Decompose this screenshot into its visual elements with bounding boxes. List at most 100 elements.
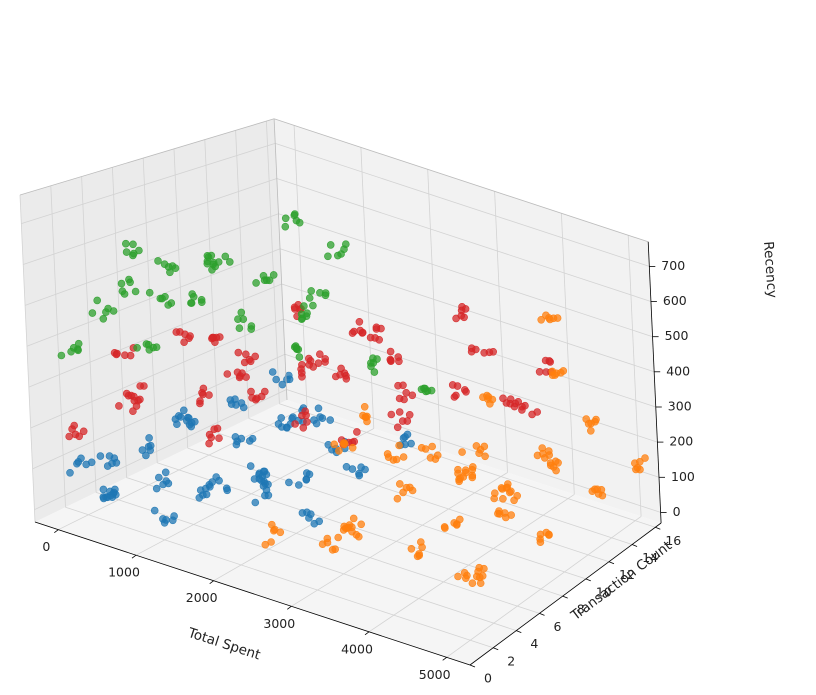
y-grid-line xyxy=(204,139,219,434)
data-point xyxy=(475,563,484,572)
y-tick-label: 12 xyxy=(619,567,635,582)
data-point xyxy=(277,423,286,431)
data-point xyxy=(417,443,426,452)
y-tick-label: 8 xyxy=(577,602,585,617)
data-point xyxy=(122,239,130,248)
data-point xyxy=(399,488,407,497)
data-point xyxy=(299,423,308,432)
x-axis-line xyxy=(34,521,471,666)
data-point xyxy=(185,420,194,429)
data-point xyxy=(172,328,181,336)
y-grid-line xyxy=(19,194,36,523)
z-grid-line xyxy=(30,318,284,429)
data-point xyxy=(57,351,66,360)
data-point xyxy=(88,309,97,317)
data-point xyxy=(129,240,137,249)
z-tick-label: 400 xyxy=(666,363,690,378)
data-point xyxy=(289,413,297,422)
data-point xyxy=(324,252,332,261)
data-point xyxy=(387,410,396,419)
data-point xyxy=(337,364,345,373)
data-point xyxy=(349,514,358,523)
data-point xyxy=(204,253,213,261)
data-point xyxy=(187,299,195,307)
y-grid-line xyxy=(95,492,517,631)
data-point xyxy=(480,348,489,357)
data-point xyxy=(142,451,150,460)
y-tick-label: 14 xyxy=(642,550,658,565)
data-point xyxy=(79,427,88,436)
data-point xyxy=(461,305,470,313)
data-point xyxy=(316,288,324,297)
data-point xyxy=(269,526,278,535)
data-point xyxy=(180,406,188,415)
data-point xyxy=(246,462,255,470)
data-point xyxy=(247,387,255,396)
data-point xyxy=(373,355,381,363)
data-point xyxy=(586,426,595,435)
data-point xyxy=(330,440,339,449)
y-axis-line xyxy=(469,522,662,666)
data-point xyxy=(281,214,290,223)
data-point xyxy=(251,498,260,507)
y-tick-label: 2 xyxy=(507,653,515,668)
data-point xyxy=(195,493,204,502)
floor-pane xyxy=(35,400,662,665)
data-point xyxy=(342,462,351,471)
x-grid-line xyxy=(368,494,575,633)
data-point xyxy=(499,394,507,403)
data-point xyxy=(591,417,599,426)
x-grid-line xyxy=(213,450,441,582)
data-point xyxy=(350,327,358,336)
data-point xyxy=(342,374,351,383)
data-point xyxy=(205,480,214,489)
data-point xyxy=(546,461,555,470)
data-point xyxy=(298,372,306,381)
z-tick-label: 0 xyxy=(673,504,681,519)
data-point xyxy=(440,523,449,531)
data-point xyxy=(355,471,364,480)
data-point xyxy=(537,315,546,324)
data-point xyxy=(235,324,244,333)
data-point xyxy=(333,251,342,260)
data-point xyxy=(318,540,327,549)
data-point xyxy=(215,476,223,485)
data-point xyxy=(152,484,161,493)
z-grid-line xyxy=(275,143,650,267)
data-point xyxy=(99,494,108,503)
data-point xyxy=(418,543,426,552)
z-axis-label: Recency xyxy=(760,241,780,299)
data-point xyxy=(454,469,462,478)
x-tick-mark xyxy=(442,656,447,661)
data-point xyxy=(408,486,417,495)
y-tick-mark xyxy=(585,578,591,582)
grid-lines xyxy=(19,121,661,666)
data-point xyxy=(291,420,299,428)
z-tick-label: 500 xyxy=(665,328,689,343)
pane-edge xyxy=(19,118,275,196)
z-grid-line xyxy=(281,283,656,408)
data-point xyxy=(399,434,408,442)
data-point xyxy=(152,343,161,352)
data-point xyxy=(428,442,437,451)
data-point xyxy=(173,420,181,429)
data-point xyxy=(314,404,323,413)
x-grid-line xyxy=(293,125,308,407)
z-grid-line xyxy=(276,178,652,302)
back-pane xyxy=(274,118,662,524)
data-point xyxy=(232,401,240,409)
data-point xyxy=(454,572,462,581)
data-point xyxy=(255,470,263,479)
y-grid-line xyxy=(50,185,66,508)
z-grid-line xyxy=(278,213,653,338)
data-point xyxy=(495,510,504,518)
data-point xyxy=(353,428,361,436)
data-point xyxy=(468,579,477,588)
y-grid-line xyxy=(279,403,656,528)
data-point xyxy=(326,241,335,249)
x-tick-label: 1000 xyxy=(108,565,140,580)
data-point xyxy=(535,367,544,376)
